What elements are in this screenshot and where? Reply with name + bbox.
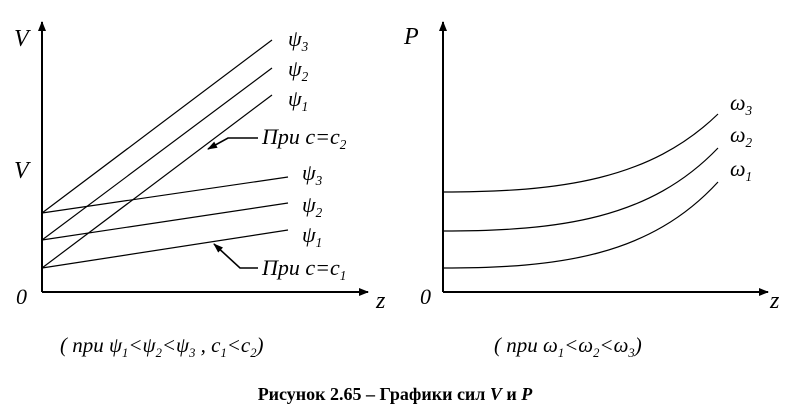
- label-c1-psi1: ψ1: [302, 222, 322, 250]
- caption-middle: и: [501, 384, 522, 404]
- right-x-axis-label: z: [769, 288, 780, 314]
- left-y-mid-label: V: [14, 158, 31, 184]
- right-y-axis-label: P: [403, 24, 419, 50]
- label-omega1: ω1: [730, 156, 752, 184]
- line-c1-psi2: [41, 202, 289, 241]
- curve-omega1: [442, 181, 719, 269]
- figure-caption: Рисунок 2.65 – Графики сил V и P: [0, 384, 790, 405]
- left-plot: [38, 21, 369, 296]
- caption-prefix: Рисунок 2.65 – Графики сил: [257, 384, 490, 404]
- right-origin-label: 0: [420, 284, 431, 309]
- label-c2-psi3: ψ3: [288, 26, 309, 54]
- line-c1-psi3: [41, 176, 289, 214]
- line-c2-psi3: [41, 39, 273, 214]
- label-c1-psi2: ψ2: [302, 192, 323, 220]
- left-condition: ( при ψ1<ψ2<ψ3 , c1<c2): [60, 333, 264, 360]
- left-x-axis-label: z: [375, 288, 386, 314]
- line-c1-psi1: [41, 229, 289, 269]
- label-c2-psi2: ψ2: [288, 56, 309, 84]
- figure-canvas: V V z 0 ψ3 ψ2 ψ1 ψ3 ψ2 ψ1 При c=c2 При c…: [14, 21, 780, 360]
- right-plot: [439, 21, 769, 296]
- annotation-c2: При c=c2: [261, 124, 347, 152]
- caption-var-p: P: [521, 384, 533, 404]
- caption-var-v: V: [489, 384, 502, 404]
- left-y-axis-label: V: [14, 26, 31, 52]
- left-origin-label: 0: [16, 284, 27, 309]
- curve-omega2: [442, 147, 719, 232]
- curve-omega3: [442, 113, 719, 193]
- label-c2-psi1: ψ1: [288, 86, 308, 114]
- annotation-c1: При c=c1: [261, 255, 346, 283]
- label-omega2: ω2: [730, 122, 753, 150]
- annotation-arrow-c1: [213, 243, 258, 269]
- line-c2-psi2: [41, 67, 273, 241]
- label-c1-psi3: ψ3: [302, 160, 323, 188]
- annotation-arrow-c2: [207, 137, 258, 150]
- line-c2-psi1: [41, 94, 273, 269]
- right-condition: ( при ω1<ω2<ω3): [494, 333, 642, 360]
- label-omega3: ω3: [730, 90, 753, 118]
